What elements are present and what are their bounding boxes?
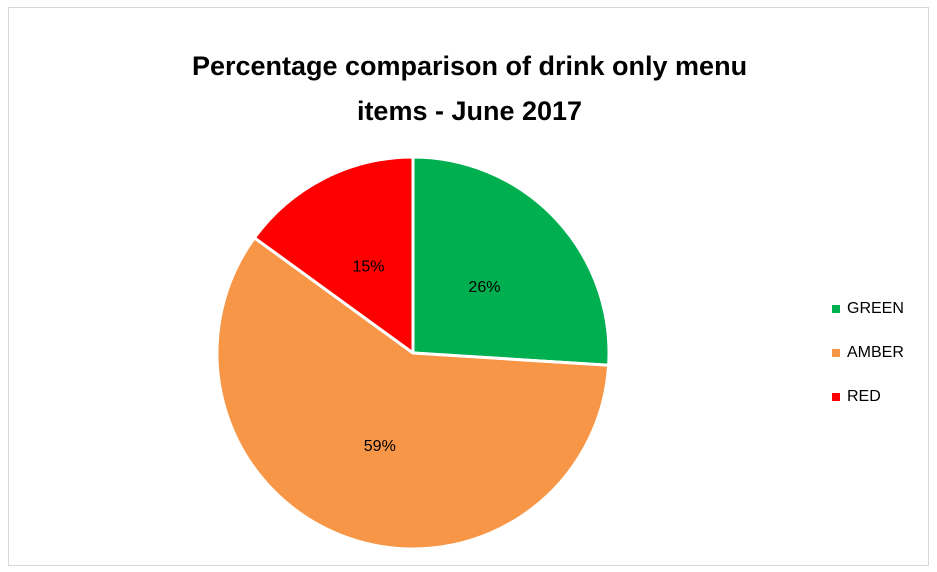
legend-label-green: GREEN — [847, 300, 904, 317]
data-label-amber: 59% — [364, 438, 396, 455]
chart-title-line-2: items - June 2017 — [356, 96, 583, 126]
legend-label-red: RED — [847, 388, 881, 405]
legend-item-amber: AMBER — [832, 343, 904, 363]
pie-slice-red — [252, 155, 415, 355]
chart-legend: GREEN AMBER RED — [832, 299, 904, 431]
data-label-red: 15% — [352, 259, 384, 276]
chart-title-line-1: Percentage comparison of drink only menu — [191, 51, 748, 81]
legend-swatch-red — [832, 393, 840, 401]
legend-item-red: RED — [832, 387, 904, 407]
chart-title: Percentage comparison of drink only menu… — [9, 44, 930, 134]
legend-item-green: GREEN — [832, 299, 904, 319]
legend-swatch-amber — [832, 349, 840, 357]
pie-slice-amber — [215, 236, 611, 551]
data-label-green: 26% — [468, 279, 500, 296]
pie-slice-green — [411, 155, 611, 367]
legend-label-amber: AMBER — [847, 344, 904, 361]
legend-swatch-green — [832, 305, 840, 313]
